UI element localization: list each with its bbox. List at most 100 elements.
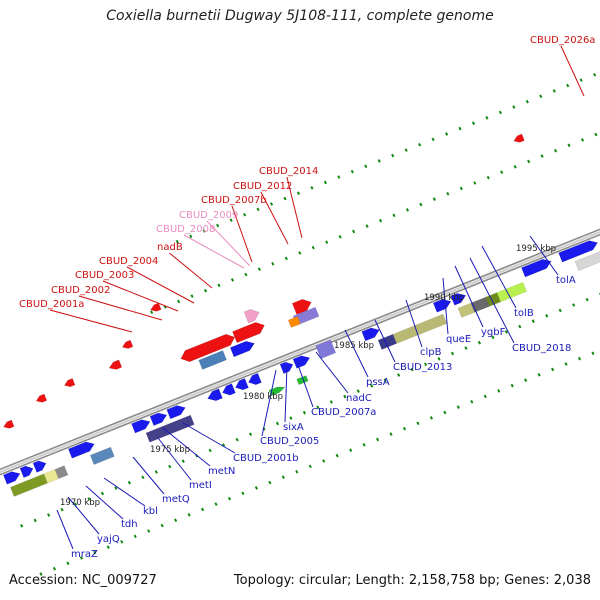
tick-mark — [289, 416, 293, 420]
tick-mark — [527, 159, 531, 164]
tick-mark — [567, 143, 571, 148]
tick-mark — [187, 513, 191, 517]
tick-mark — [302, 410, 306, 415]
backbone-line — [0, 228, 600, 471]
tick-mark — [147, 529, 151, 533]
label-leader — [56, 509, 74, 550]
tick-mark — [79, 556, 83, 560]
tick-mark — [343, 394, 347, 399]
tick-mark — [370, 383, 374, 388]
tick-mark — [214, 502, 218, 506]
cog-colored-gene — [315, 339, 337, 360]
pseudo-gene-arrow — [243, 309, 260, 324]
gene-label: CBUD_2012 — [233, 181, 292, 192]
tick-mark — [256, 207, 260, 212]
forward-gene-arrow — [19, 465, 34, 478]
tick-mark — [524, 378, 528, 383]
tick-mark — [181, 459, 185, 463]
accession-label: Accession: NC_009727 — [9, 573, 157, 588]
tick-mark — [483, 394, 487, 399]
label-leader — [454, 265, 484, 328]
tick-mark — [269, 202, 274, 206]
tick-mark — [486, 175, 490, 180]
tick-mark — [512, 105, 516, 109]
label-leader — [102, 280, 179, 312]
label-leader — [49, 309, 133, 333]
tick-mark — [241, 491, 245, 496]
tick-mark — [416, 421, 420, 426]
gene-labels: 1970 kbp 1975 kbp 1980 kbp 1985 kbp 1990 kbp… — [19, 35, 595, 560]
tick-mark — [410, 367, 414, 372]
reverse-gene-arrow — [150, 302, 162, 312]
label-leader — [529, 235, 559, 276]
gene-label: pssA — [366, 377, 390, 388]
tick-mark — [350, 169, 354, 174]
label-leader — [469, 257, 515, 344]
tick-mark — [100, 491, 105, 496]
tick-mark — [404, 148, 408, 152]
forward-gene-arrow — [432, 298, 452, 313]
gene-label: CBUD_2009 — [179, 210, 238, 221]
gene-label: CBUD_2001a — [19, 299, 84, 310]
gene-label: tolA — [556, 275, 576, 286]
cog-colored-gene — [198, 350, 227, 370]
tick-mark — [459, 186, 463, 191]
tick-mark — [66, 561, 70, 566]
label-leader — [286, 176, 303, 239]
tick-mark — [202, 229, 206, 233]
tick-mark — [33, 518, 37, 523]
reverse-gene-arrow — [206, 333, 236, 354]
tick-mark — [473, 181, 477, 185]
tick-mark — [591, 351, 595, 356]
forward-gene-arrow — [67, 441, 95, 459]
gene-label: metN — [208, 466, 235, 477]
gene-label: clpB — [420, 347, 442, 358]
cog-colored-gene — [89, 446, 115, 465]
kbp-tick-marks — [20, 72, 600, 576]
kbp-scale-label: 1990 kbp — [424, 293, 464, 303]
tick-mark — [230, 278, 235, 282]
gene-label: kbl — [143, 506, 158, 517]
gene-label: mraZ — [71, 549, 98, 560]
reverse-gene-arrow — [291, 298, 312, 315]
tick-mark — [423, 362, 428, 367]
forward-gene-arrow — [248, 372, 262, 386]
tick-mark — [564, 362, 568, 366]
tick-mark — [20, 523, 24, 528]
forward-gene-arrow — [32, 460, 47, 473]
tick-mark — [275, 421, 280, 426]
map-title: Coxiella burnetii Dugway 5J108-111, comp… — [106, 8, 494, 24]
gene-label: yajQ — [97, 534, 120, 545]
gene-label: CBUD_2007a — [311, 407, 376, 418]
tick-mark — [551, 367, 555, 372]
gene-label: nadB — [157, 242, 183, 253]
forward-gene-arrow — [235, 378, 249, 391]
tick-mark — [471, 121, 476, 126]
tick-mark — [284, 256, 288, 261]
kbp-scale-label: 1970 kbp — [60, 498, 100, 508]
tick-mark — [446, 191, 450, 196]
tick-mark — [325, 240, 329, 245]
forward-gene-arrow — [361, 327, 380, 342]
gene-label: CBUD_2005 — [260, 436, 319, 447]
tick-mark — [200, 507, 205, 512]
label-leader — [296, 361, 314, 408]
cog-colored-gene — [145, 414, 195, 443]
label-leader — [103, 477, 146, 507]
tick-mark — [298, 251, 302, 255]
tick-mark — [431, 137, 435, 142]
reverse-gene-arrow — [513, 133, 525, 143]
label-leader — [315, 351, 349, 394]
tick-mark — [362, 443, 366, 447]
reverse-gene-arrow — [121, 339, 134, 349]
forward-gene-arrow — [166, 405, 186, 420]
tick-mark — [60, 507, 64, 512]
label-leader — [162, 427, 211, 467]
tick-mark — [189, 234, 193, 239]
tick-mark — [174, 518, 178, 523]
forward-gene-arrow — [558, 240, 599, 263]
gene-label: ygbF — [481, 327, 506, 338]
tick-mark — [365, 224, 369, 228]
tick-mark — [175, 239, 179, 244]
tick-mark — [432, 197, 436, 201]
